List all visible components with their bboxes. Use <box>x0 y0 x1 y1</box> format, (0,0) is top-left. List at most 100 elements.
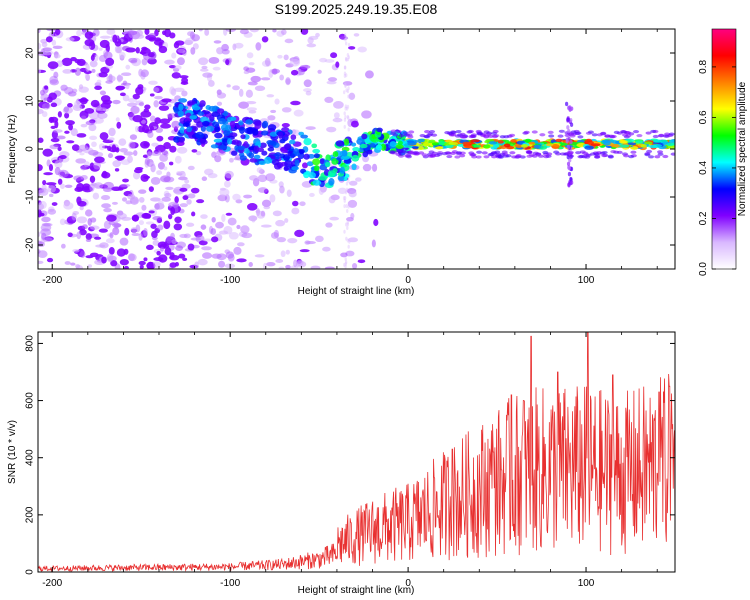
spectrogram-cell <box>345 236 348 241</box>
spectrogram-cell <box>143 257 148 262</box>
spectrogram-cell <box>347 127 350 132</box>
spectrogram-cell <box>78 86 89 93</box>
spectrogram-cell <box>371 239 376 248</box>
spectrogram-cell <box>628 154 635 159</box>
spectrogram-cell <box>108 137 115 141</box>
spectrogram-cell <box>54 160 63 169</box>
spectrogram-cell <box>41 111 48 118</box>
spectrogram-cell <box>149 125 154 131</box>
spectrogram-cell <box>80 165 87 171</box>
spectrogram-cell <box>277 54 283 59</box>
spectrogram-cell <box>395 144 404 150</box>
spectrogram-cell <box>357 46 367 53</box>
spectrogram-cell <box>191 34 200 42</box>
spectrogram-cell <box>132 93 140 100</box>
figure-title: S199.2025.249.19.35.E08 <box>275 1 438 17</box>
spectrogram-cell <box>134 125 140 133</box>
spectrogram-cell <box>483 144 491 149</box>
spectrogram-cell <box>613 130 620 135</box>
spectrogram-cell <box>46 96 53 103</box>
spectrogram-cell <box>47 185 57 193</box>
spectrogram-cell <box>229 120 236 129</box>
spectrogram-cell <box>169 86 175 95</box>
spectrogram-cell <box>192 43 199 50</box>
spectrogram-cell <box>269 194 276 203</box>
spectrogram-cell <box>211 151 217 158</box>
spectrogram-cell <box>351 142 357 147</box>
spectrogram-cell <box>138 68 143 77</box>
spectrogram-cell <box>510 139 517 143</box>
spectrogram-cell <box>52 129 63 133</box>
spectrogram-cell <box>187 100 196 106</box>
spectrogram-cell <box>214 132 223 139</box>
spectrogram-cell <box>179 75 189 79</box>
spectrogram-cell <box>116 121 122 129</box>
spectrogram-cell <box>312 148 321 154</box>
spectrogram-cell <box>217 118 227 125</box>
spectrogram-cell <box>119 183 131 188</box>
spectrogram-cell <box>100 195 111 201</box>
spectrogram-cell <box>668 139 675 144</box>
spectrogram-cell <box>49 193 54 198</box>
spectrogram-cell <box>492 143 500 148</box>
spectrogram-cell <box>539 133 546 137</box>
spectrogram-cell <box>213 138 222 143</box>
spectrogram-cell <box>210 228 217 236</box>
spectrogram-cell <box>436 152 443 156</box>
spectrogram-cell <box>413 150 420 155</box>
spectrogram-cell <box>89 252 99 258</box>
spectrogram-cell <box>42 47 53 52</box>
spectrogram-cell <box>67 232 73 238</box>
spectrogram-cell <box>345 181 349 186</box>
spectrogram-cell <box>464 145 474 149</box>
spectrogram-cell <box>284 218 289 223</box>
spectrogram-cell <box>75 265 83 269</box>
spectrogram-cell <box>287 237 298 244</box>
spectrogram-cell <box>592 151 599 155</box>
spectrogram-ytick-label: 10 <box>25 95 36 107</box>
spectrogram-cell <box>200 214 208 219</box>
spectrogram-cell <box>120 159 131 166</box>
spectrogram-cell <box>49 116 59 123</box>
spectrogram-cell <box>263 205 271 210</box>
spectrogram-cell <box>343 65 347 70</box>
spectrogram-cell <box>103 220 112 230</box>
spectrogram-cell <box>115 117 120 122</box>
spectrogram-cell <box>630 150 637 154</box>
spectrogram-cell <box>330 52 338 59</box>
spectrogram-cell <box>215 221 224 229</box>
spectrogram-cell <box>190 237 202 241</box>
spectrogram-cell <box>82 224 88 230</box>
spectrogram-cell <box>257 147 265 153</box>
colorbar-tick-label: 0.8 <box>698 60 709 74</box>
spectrogram-cell <box>83 70 92 75</box>
spectrogram-cell <box>212 66 221 71</box>
spectrogram-cell <box>70 56 77 62</box>
spectrogram-cell <box>567 165 571 171</box>
spectrogram-cell <box>248 62 255 66</box>
spectrogram-cell <box>196 199 205 204</box>
spectrogram-cell <box>371 163 378 172</box>
spectrogram-cell <box>150 151 162 156</box>
snr-ytick-label: 600 <box>25 392 36 409</box>
spectrogram-cell <box>40 89 45 96</box>
spectrogram-cell <box>160 123 172 129</box>
spectrogram-cell <box>275 259 284 263</box>
spectrogram-cell <box>176 146 188 154</box>
spectrogram-cell <box>252 128 259 136</box>
spectrogram-cell <box>71 144 80 151</box>
spectrogram-cell <box>347 115 350 120</box>
spectrogram-cell <box>198 240 208 246</box>
spectrogram-cell <box>101 203 111 209</box>
spectrogram-cell <box>285 249 290 255</box>
spectrogram-cell <box>79 152 85 156</box>
spectrogram-cell <box>233 42 244 49</box>
spectrogram-cell <box>216 101 223 106</box>
spectrogram-cell <box>138 189 147 194</box>
spectrogram-cell <box>184 179 190 184</box>
spectrogram-cell <box>663 134 670 138</box>
spectrogram-cell <box>178 98 188 103</box>
spectrogram-cell <box>566 117 570 122</box>
spectrogram-cell <box>84 39 95 47</box>
